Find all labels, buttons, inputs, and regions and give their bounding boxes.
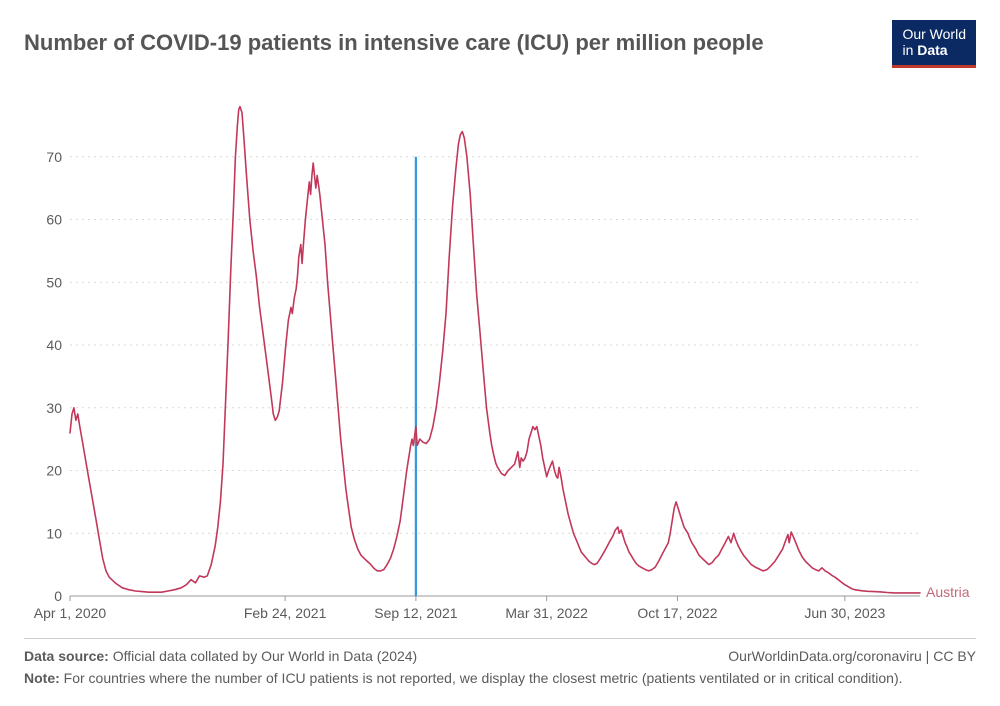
chart-footer: Data source: Official data collated by O… [24, 638, 976, 688]
x-tick-label: Sep 12, 2021 [374, 605, 458, 621]
chart-area: 0 10 20 30 40 50 60 70 Apr 1, 2020 Feb 24, 2021 Se… [24, 78, 976, 632]
y-tick-label: 0 [54, 588, 62, 604]
y-tick-label: 10 [46, 525, 62, 541]
x-tick-label: Jun 30, 2023 [804, 605, 885, 621]
y-tick-label: 20 [46, 463, 62, 479]
y-tick-label: 60 [46, 212, 62, 228]
logo-line-1: Our World [902, 26, 966, 42]
data-source: Data source: Official data collated by O… [24, 647, 417, 667]
x-tick-label: Apr 1, 2020 [34, 605, 107, 621]
x-tick-label: Oct 17, 2022 [637, 605, 717, 621]
logo-line-2: in Data [902, 42, 947, 58]
y-tick-label: 40 [46, 337, 62, 353]
y-tick-label: 30 [46, 400, 62, 416]
footer-note: Note: For countries where the number of … [24, 669, 976, 689]
x-tick-label: Mar 31, 2022 [505, 605, 588, 621]
series-line-austria [70, 107, 920, 593]
y-tick-label: 50 [46, 274, 62, 290]
series-label: Austria [926, 584, 970, 600]
x-tick-label: Feb 24, 2021 [244, 605, 327, 621]
y-tick-label: 70 [46, 149, 62, 165]
owid-logo: Our World in Data [892, 20, 976, 68]
attribution: OurWorldinData.org/coronaviru | CC BY [728, 647, 976, 667]
line-chart: 0 10 20 30 40 50 60 70 Apr 1, 2020 Feb 24, 2021 Se… [24, 78, 976, 632]
chart-title: Number of COVID-19 patients in intensive… [24, 30, 764, 56]
